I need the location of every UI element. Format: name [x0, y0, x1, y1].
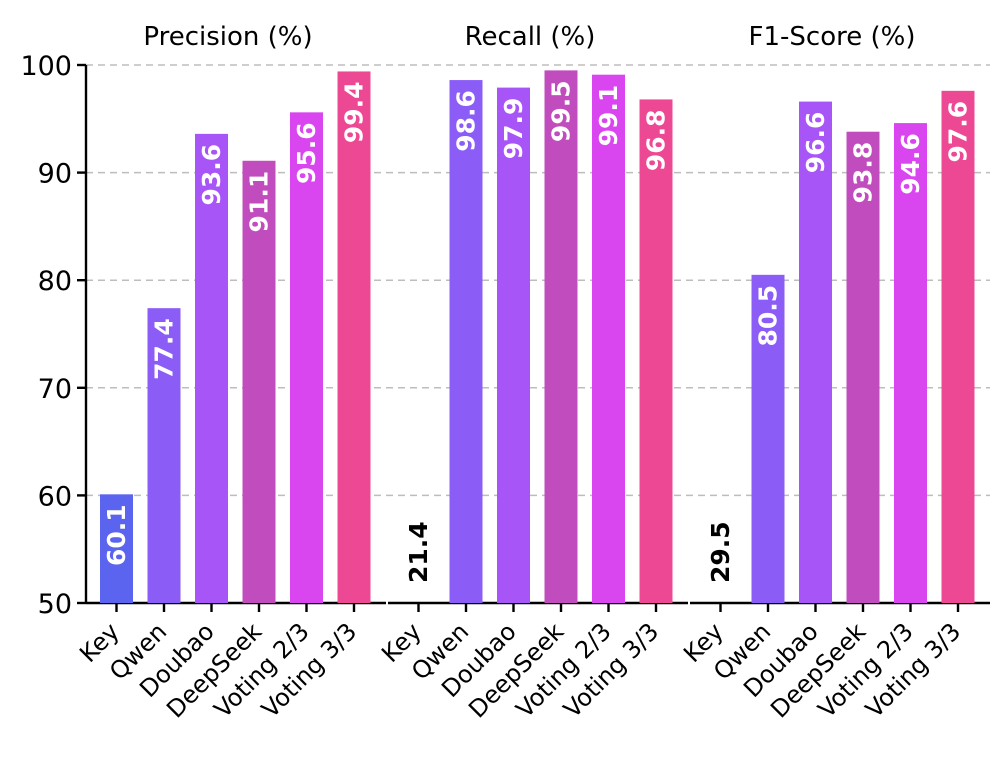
bar [337, 71, 371, 604]
panel-title-2: Recall (%) [465, 22, 596, 52]
bar [100, 494, 133, 603]
bar [195, 133, 228, 603]
bar-value-label: 93.8 [849, 142, 878, 204]
bar-value-label: 98.6 [452, 90, 481, 152]
panel-title-1: Precision (%) [143, 22, 312, 52]
bar [941, 90, 975, 604]
bar-value-label: 99.4 [340, 81, 369, 143]
y-tick-label-100: 100 [20, 51, 72, 82]
bar [242, 160, 276, 603]
bar-value-label: 95.6 [292, 122, 321, 184]
bar [751, 274, 785, 603]
bar [894, 123, 927, 603]
bar [497, 87, 530, 603]
y-tick-label-50: 50 [38, 589, 72, 620]
bar [592, 74, 625, 603]
bar-value-label: 94.6 [896, 133, 925, 195]
bar-value-label: 99.1 [594, 85, 623, 147]
y-tick-label-90: 90 [38, 159, 72, 190]
bar-value-label: 80.5 [754, 285, 783, 347]
bar-value-label: 91.1 [245, 171, 274, 233]
bar-value-label: 96.6 [801, 112, 830, 174]
bar [147, 308, 181, 603]
bar-value-label: 93.6 [197, 144, 226, 206]
bar-value-label: 97.9 [499, 98, 528, 160]
y-tick-label-80: 80 [38, 266, 72, 297]
bar-value-label: 97.6 [944, 101, 973, 163]
bar-value-label: 77.4 [150, 318, 179, 380]
bar-value-label: 99.5 [547, 80, 576, 142]
bar-value-label: 21.4 [404, 521, 433, 583]
y-tick-label-70: 70 [38, 374, 72, 405]
bar [846, 131, 880, 603]
bar-value-label: 96.8 [642, 109, 671, 171]
bar-value-label: 29.5 [706, 521, 735, 583]
panel-title-3: F1-Score (%) [749, 22, 916, 52]
bar [449, 80, 483, 603]
bar [639, 99, 673, 603]
bar [290, 112, 323, 604]
bar [799, 101, 832, 604]
bar [544, 70, 578, 603]
bar-value-label: 60.1 [102, 504, 131, 566]
y-tick-label-60: 60 [38, 481, 72, 512]
